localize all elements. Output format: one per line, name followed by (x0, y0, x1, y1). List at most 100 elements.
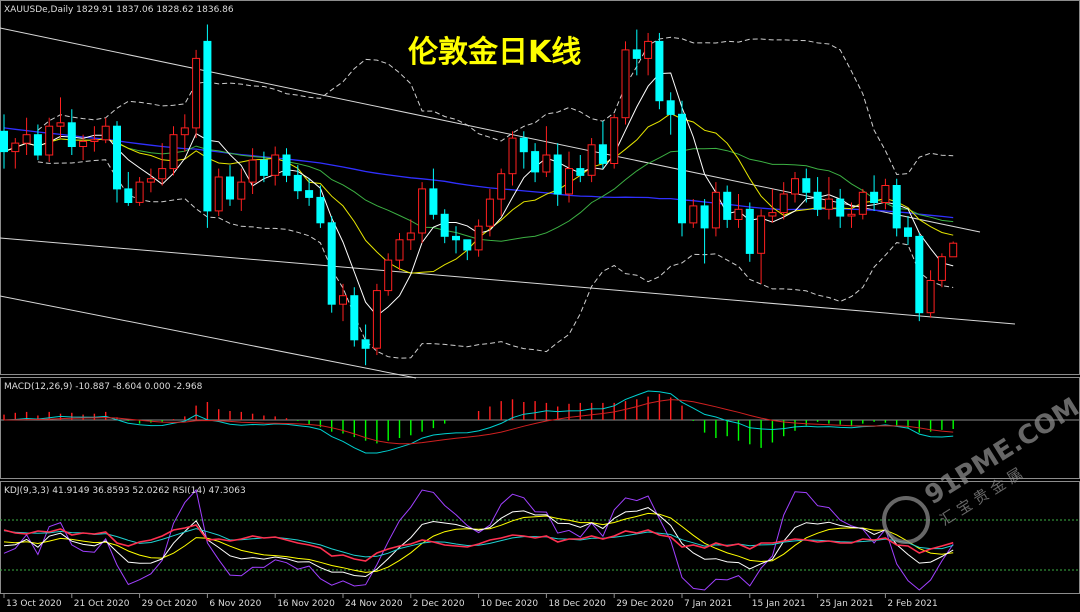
candle-body (847, 213, 856, 217)
candle-body (463, 239, 472, 251)
bollinger-lower (37, 159, 954, 359)
candle-body (949, 242, 958, 258)
candle-body (203, 40, 212, 212)
candle-body (418, 188, 427, 234)
x-tick-label: 21 Oct 2020 (74, 599, 130, 609)
candle-body (316, 196, 325, 224)
candle-body (610, 117, 619, 164)
candle-body (158, 168, 167, 180)
candle-body (836, 198, 845, 217)
candle-body (587, 144, 596, 176)
candle-body (937, 256, 946, 281)
macd-panel (0, 390, 1080, 454)
x-tick-label: 7 Jan 2021 (684, 599, 732, 609)
candle-body (350, 295, 359, 341)
candle-body (67, 122, 76, 148)
candle-body (56, 122, 65, 127)
candle-body (485, 198, 494, 227)
candle-body (214, 176, 223, 212)
x-tick-label: 15 Jan 2021 (752, 599, 806, 609)
x-axis: 13 Oct 2020 21 Oct 2020 29 Oct 2020 6 Nov 2… (3, 594, 938, 609)
candle-body (565, 168, 573, 195)
macd-signal-line (3, 399, 954, 445)
bollinger-bands (37, 36, 954, 359)
candle-body (926, 280, 935, 314)
candle-body (892, 185, 901, 229)
x-tick-label: 29 Oct 2020 (142, 599, 198, 609)
x-tick-label: 18 Dec 2020 (548, 599, 606, 609)
candle-body (745, 208, 754, 254)
chart-title: 伦敦金日K线 (408, 35, 581, 70)
candle-body (11, 142, 20, 153)
candle-body (791, 178, 799, 195)
candle-body (372, 290, 381, 349)
candle-body (734, 208, 743, 221)
x-tick-label: 16 Nov 2020 (277, 599, 335, 609)
trend-line (0, 237, 1016, 325)
candle-body (655, 40, 664, 102)
candle-body (361, 339, 370, 349)
candle-body (282, 154, 291, 176)
candle-body (429, 188, 438, 215)
candle-body (0, 130, 8, 153)
candle-body (632, 49, 641, 59)
trend-line (0, 295, 417, 379)
candle-body (666, 100, 675, 115)
candle-body (22, 134, 31, 144)
candle-body (226, 176, 234, 200)
candle-body (678, 113, 686, 224)
candle-body (327, 222, 336, 305)
candle-body (779, 193, 788, 214)
candle-body (553, 154, 562, 195)
candle-body (757, 215, 766, 254)
candle-body (124, 188, 133, 203)
candle-body (723, 191, 732, 220)
candle-body (384, 259, 393, 292)
kdj-panel (0, 488, 1080, 591)
candle-body (508, 137, 517, 175)
x-tick-label: 25 Jan 2021 (820, 599, 874, 609)
moving-averages (3, 72, 954, 317)
candle-body (598, 144, 607, 164)
macd-line (3, 390, 954, 454)
candle-body (79, 140, 88, 147)
candle-body (45, 125, 54, 156)
x-tick-label: 13 Oct 2020 (6, 599, 62, 609)
candle-body (870, 191, 879, 204)
candle-body (689, 205, 698, 224)
candle-body (395, 239, 404, 261)
candle-body (259, 159, 268, 176)
candle-body (542, 154, 551, 173)
candle-body (768, 212, 777, 217)
candle-body (90, 139, 99, 143)
ma-5-line (3, 72, 954, 317)
candle-body (180, 127, 189, 136)
candle-body (113, 125, 121, 190)
candle-body (576, 168, 585, 176)
candle-body (700, 205, 709, 229)
candle-body (440, 213, 449, 237)
main-header: XAUUSDe,Daily 1829.91 1837.06 1828.62 18… (4, 5, 234, 15)
bollinger-upper (37, 36, 954, 176)
candle-body (452, 235, 460, 241)
candle-body (248, 159, 257, 183)
candle-body (644, 40, 653, 59)
candles (0, 24, 958, 366)
x-tick-label: 2 Dec 2020 (413, 599, 465, 609)
candle-body (169, 134, 178, 170)
candle-body (101, 125, 110, 141)
candle-body (519, 137, 528, 153)
candle-body (293, 174, 302, 192)
candle-body (915, 235, 924, 314)
kdj-k-line (3, 507, 954, 578)
candle-body (146, 178, 155, 183)
candle-body (711, 191, 720, 229)
candle-body (802, 178, 811, 193)
candle-body (881, 185, 890, 203)
candle-body (621, 49, 630, 119)
candle-body (474, 225, 483, 251)
candle-body (305, 190, 314, 198)
candle-body (813, 191, 822, 210)
candle-body (135, 181, 144, 203)
candle-body (33, 134, 42, 156)
